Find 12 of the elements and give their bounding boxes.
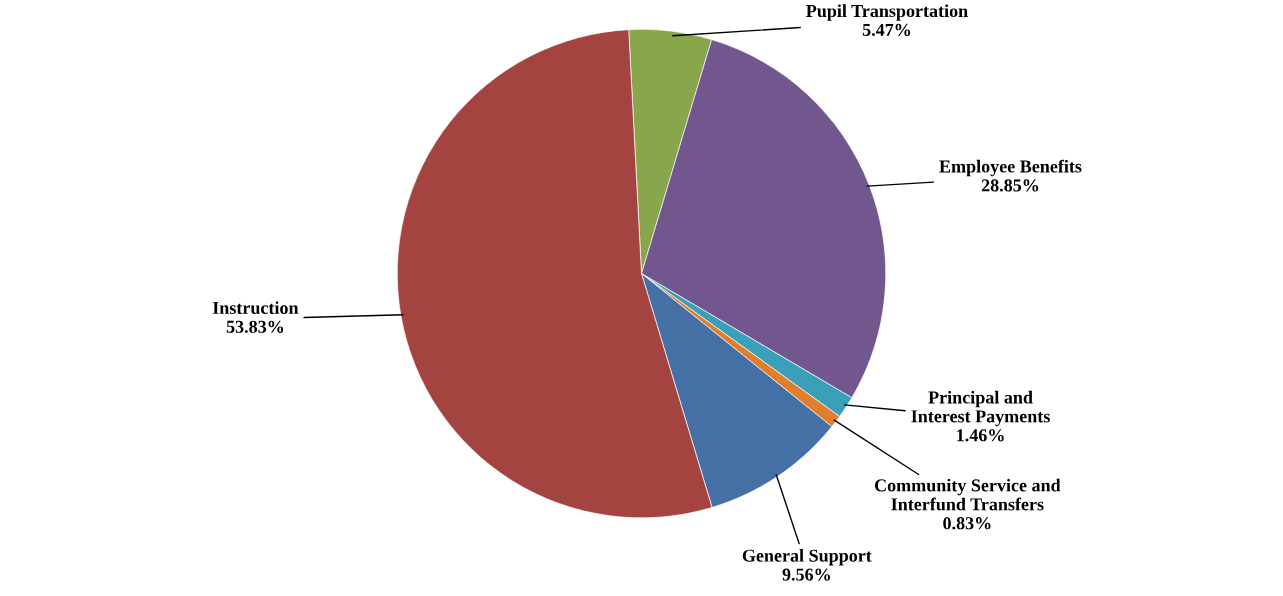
data-label: 5.47% (862, 23, 911, 37)
slice-label: Community Service and Interfund Transfers (874, 478, 1061, 511)
data-label: 28.85% (981, 179, 1039, 192)
data-label: 0.83% (943, 517, 991, 530)
data-label: 1.46% (957, 429, 1004, 442)
data-label: 9.56% (782, 568, 830, 581)
slice-label: General Support (742, 549, 872, 566)
slice-label: Principal and Interest Payments (911, 390, 1050, 427)
slice-label: Instruction (212, 301, 299, 315)
slice-label: Employee Benefits (939, 159, 1082, 177)
data-label: 53.83% (226, 320, 284, 333)
slice-label: Pupil Transportation (806, 4, 968, 21)
